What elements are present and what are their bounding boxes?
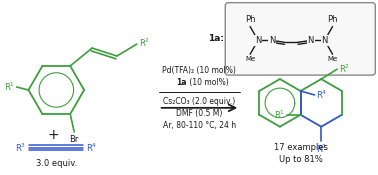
Text: N: N — [308, 36, 314, 45]
Text: Ph: Ph — [245, 15, 256, 23]
Text: R$^1$: R$^1$ — [274, 108, 285, 121]
Text: R$^3$: R$^3$ — [15, 141, 26, 154]
Text: R$^3$: R$^3$ — [316, 143, 327, 155]
Text: 1a:: 1a: — [208, 34, 224, 43]
Text: R$^2$: R$^2$ — [339, 63, 350, 75]
Text: (10 mol%): (10 mol%) — [187, 78, 229, 87]
Text: R$^4$: R$^4$ — [316, 89, 328, 101]
FancyBboxPatch shape — [225, 3, 375, 75]
Text: R$^4$: R$^4$ — [86, 141, 98, 154]
Text: Up to 81%: Up to 81% — [279, 155, 322, 164]
Text: N: N — [269, 36, 275, 45]
Text: Cs₂CO₃ (2.0 equiv.): Cs₂CO₃ (2.0 equiv.) — [163, 97, 235, 106]
Text: DMF (0.5 M): DMF (0.5 M) — [176, 109, 223, 118]
Text: Me: Me — [327, 56, 338, 62]
Text: R$^1$: R$^1$ — [3, 81, 15, 93]
Text: N: N — [255, 36, 261, 45]
Text: Br: Br — [70, 135, 79, 144]
Text: +: + — [48, 128, 59, 142]
Text: Ar, 80-110 °C, 24 h: Ar, 80-110 °C, 24 h — [163, 121, 236, 130]
Text: Pd(TFA)₂ (10 mol%): Pd(TFA)₂ (10 mol%) — [163, 66, 236, 75]
Text: N: N — [321, 36, 328, 45]
Text: Me: Me — [245, 56, 255, 62]
Text: 1a: 1a — [176, 78, 187, 87]
Text: 17 examples: 17 examples — [274, 143, 328, 152]
Text: Ph: Ph — [327, 15, 338, 23]
Text: 3.0 equiv.: 3.0 equiv. — [36, 159, 77, 168]
Text: R$^2$: R$^2$ — [139, 37, 150, 49]
